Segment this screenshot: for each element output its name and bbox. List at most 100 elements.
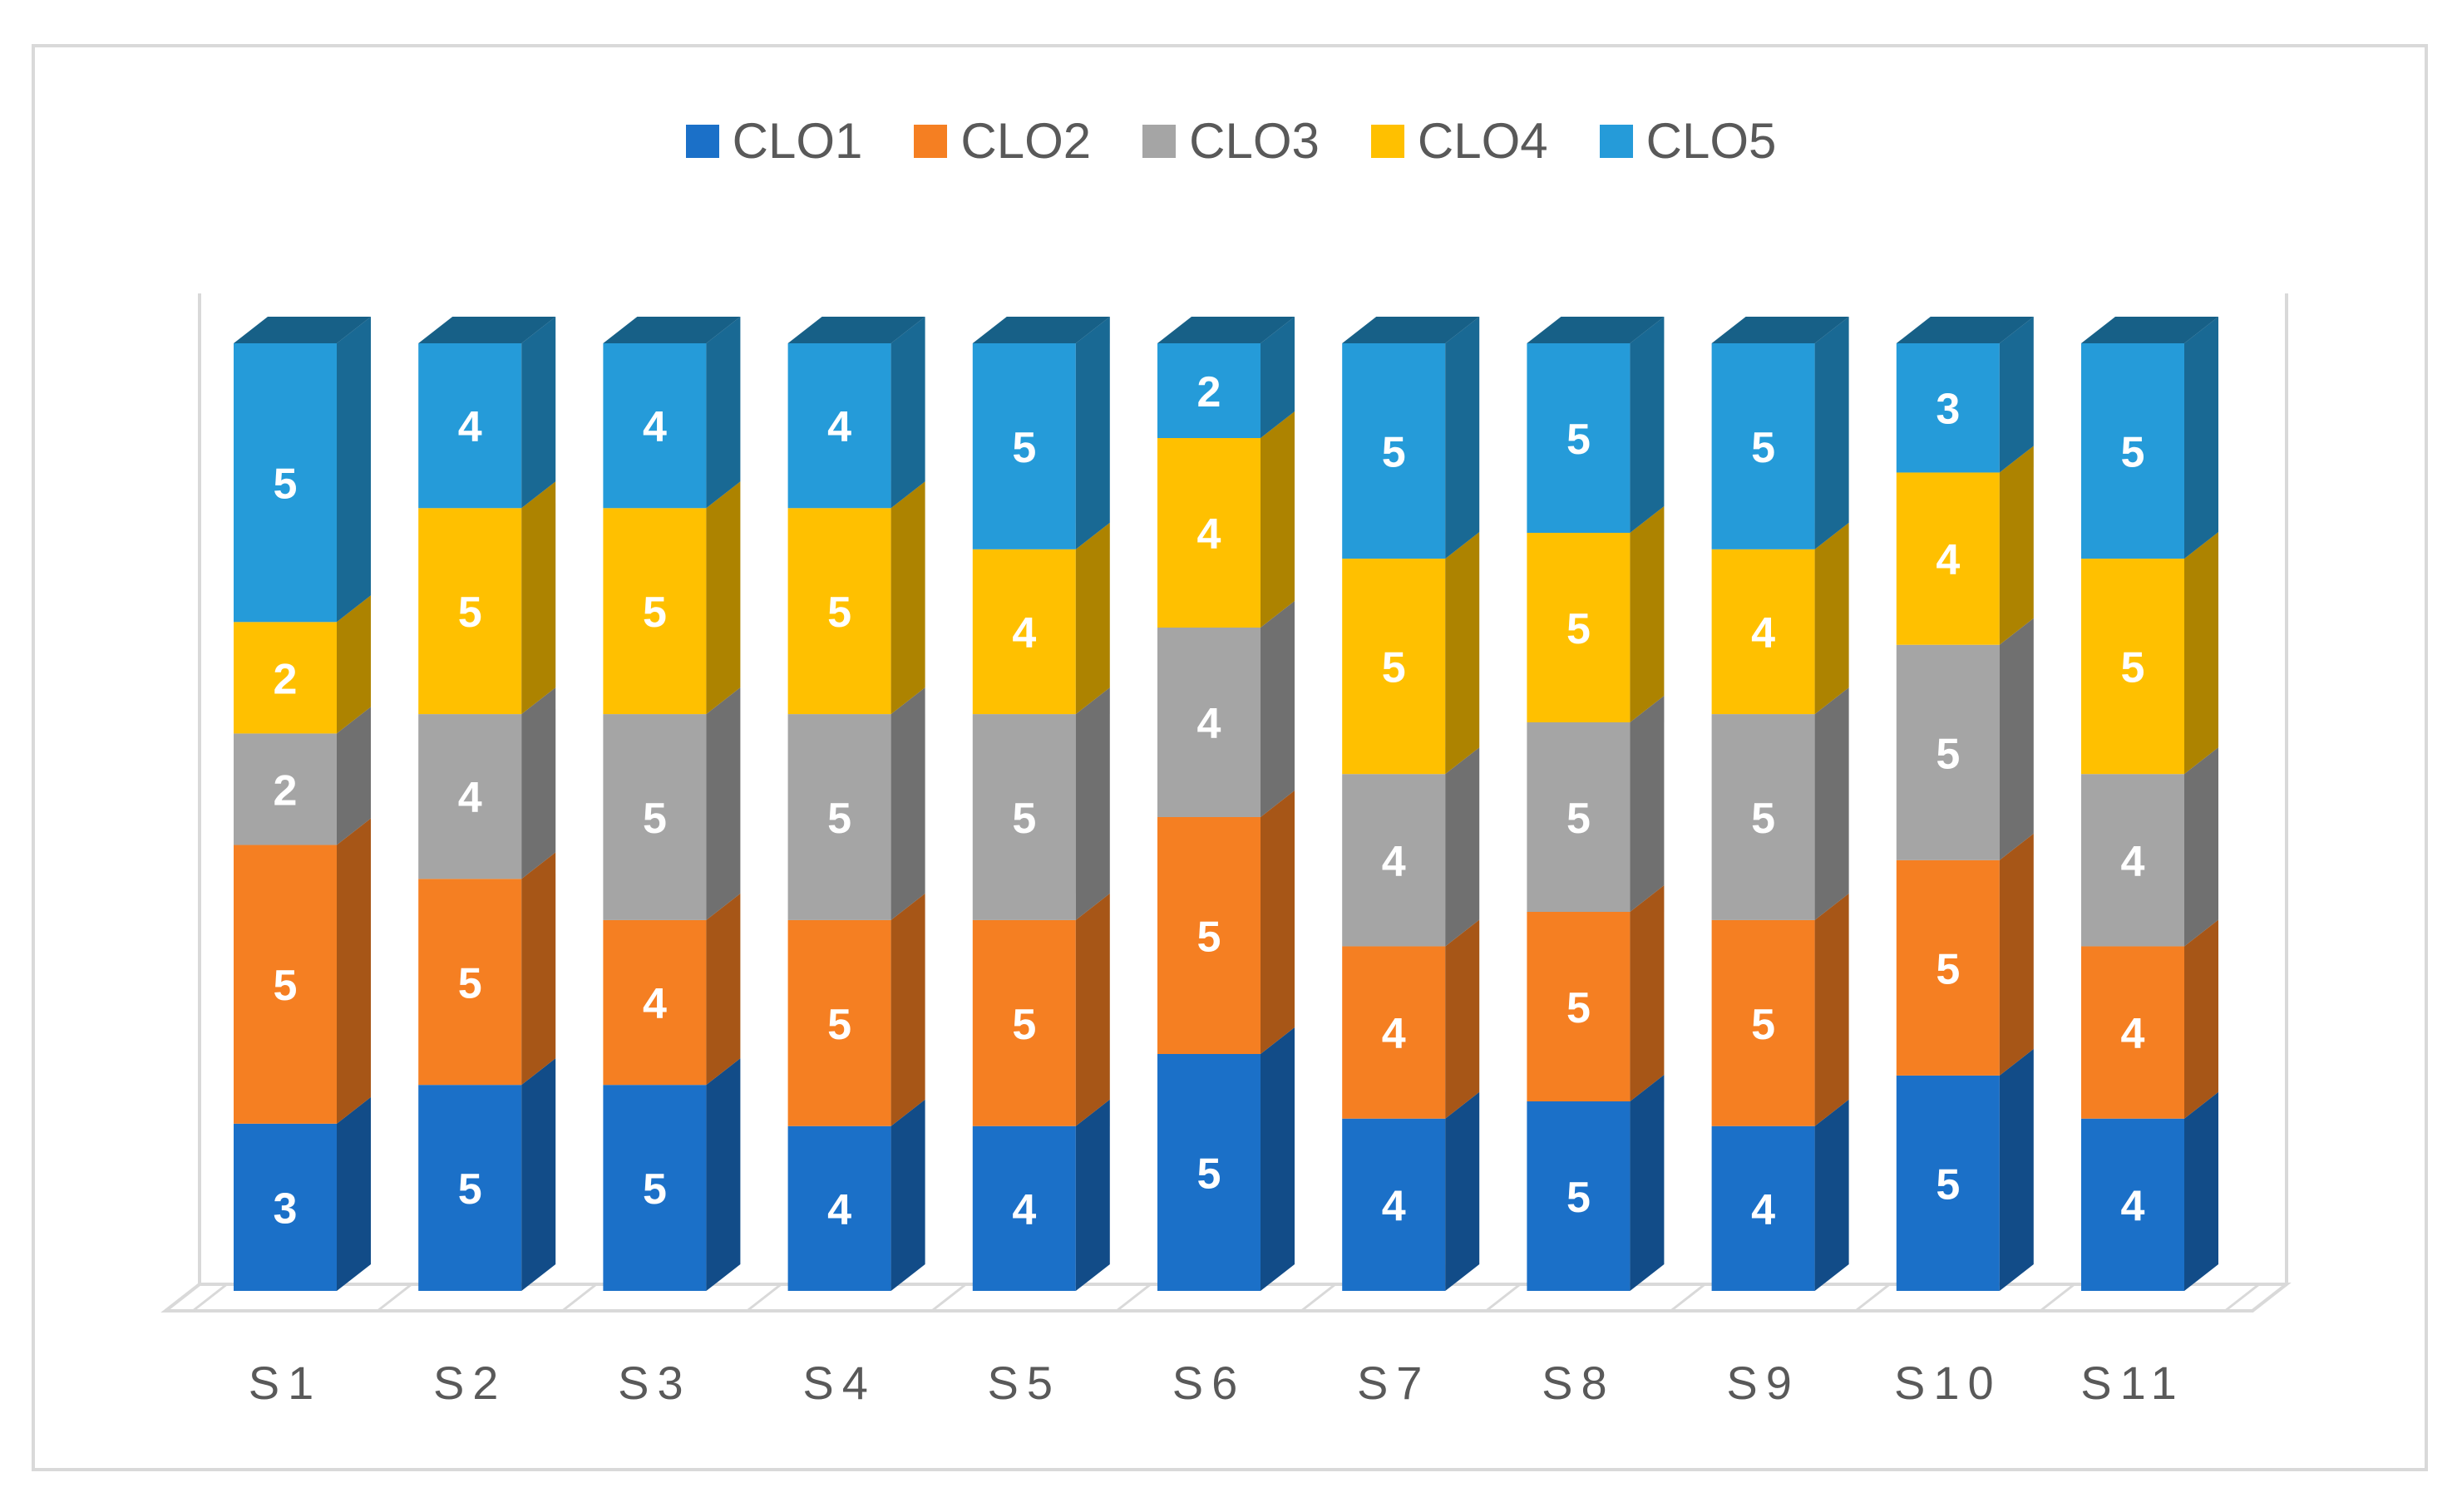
legend-swatch-clo3 [1142,124,1177,158]
floor-divider [2224,1283,2261,1313]
data-label: 4 [827,403,851,451]
bar-s5-clo1 [972,1125,1076,1291]
bar-side-s10-clo1 [1999,1048,2034,1291]
data-label: 5 [1012,795,1036,843]
bar-s5-clo3 [972,714,1076,920]
bar-side-s6-clo2 [1261,790,1295,1054]
legend-item-clo3: CLO3 [1142,112,1320,170]
bar-s11-clo2 [2081,946,2184,1119]
data-label: 5 [1197,1150,1221,1199]
data-label: 5 [1936,945,1960,993]
legend-label-clo2: CLO2 [960,113,1092,169]
bar-side-s11-clo4 [2184,532,2218,775]
bar-s10-clo1 [1896,1075,2000,1291]
bar-s10-clo2 [1896,859,2000,1076]
floor-divider [746,1283,782,1313]
legend-swatch-clo2 [914,124,948,158]
data-label: 5 [1567,984,1591,1032]
bar-side-s1-clo3 [337,707,371,845]
data-label: 5 [1382,644,1406,692]
bar-side-s11-clo5 [2184,317,2218,559]
bar-side-s10-clo3 [1999,618,2034,860]
bar-side-s7-clo5 [1445,317,1480,559]
bar-side-s1-clo5 [337,317,371,623]
bar-side-s8-clo2 [1630,885,1665,1101]
bar-s8-clo2 [1527,912,1631,1101]
bar-side-s5-clo4 [1075,522,1110,715]
bar-side-s3-clo4 [706,481,741,715]
x-tick-label: S9 [1726,1357,1800,1409]
bar-s3-clo3 [603,714,707,920]
bar-side-s10-clo2 [1999,833,2034,1076]
data-label: 4 [2121,1010,2145,1058]
data-label: 5 [827,589,851,637]
bar-side-s7-clo2 [1445,919,1480,1119]
legend-item-clo5: CLO5 [1599,112,1776,170]
bar-s11-clo3 [2081,774,2184,947]
floor-divider [930,1283,967,1313]
floor-divider [2039,1283,2075,1313]
bar-s2-clo4 [418,508,522,715]
bar-s8-clo4 [1527,533,1631,722]
data-label: 4 [1012,1186,1036,1234]
bar-side-s3-clo5 [706,317,741,509]
bar-side-s5-clo1 [1075,1099,1110,1291]
data-label: 5 [1936,1160,1960,1209]
bar-top-s10 [1896,317,2034,343]
bar-s7-clo5 [1342,343,1446,559]
bar-s11-clo4 [2081,559,2184,775]
bar-s3-clo5 [603,343,707,509]
floor-divider [1485,1283,1522,1313]
bar-top-s3 [603,317,741,343]
bar-s1-clo2 [234,845,337,1124]
bar-s2-clo5 [418,343,522,509]
legend-label-clo3: CLO3 [1189,113,1320,169]
data-label: 4 [2121,838,2145,886]
bar-side-s10-clo4 [1999,446,2034,645]
bar-side-s1-clo4 [337,595,371,734]
bar-s7-clo3 [1342,774,1446,947]
data-label: 5 [1382,429,1406,477]
bar-side-s8-clo1 [1630,1075,1665,1291]
bar-s2-clo3 [418,714,522,879]
data-label: 4 [1382,838,1406,886]
bar-s4-clo1 [787,1125,891,1291]
data-label: 4 [827,1186,851,1234]
bar-side-s9-clo4 [1814,522,1849,715]
bar-s2-clo1 [418,1085,522,1291]
data-label: 3 [274,1184,298,1233]
bar-s7-clo1 [1342,1118,1446,1291]
bar-s1-clo3 [234,733,337,845]
data-label: 4 [1197,700,1221,748]
data-label: 5 [1751,795,1775,843]
bar-side-s2-clo2 [521,852,556,1086]
bar-s7-clo4 [1342,559,1446,775]
legend-label-clo4: CLO4 [1417,113,1548,169]
bar-s3-clo2 [603,919,707,1086]
bar-s9-clo4 [1711,549,1815,715]
bar-side-s8-clo4 [1630,506,1665,722]
x-tick-label: S6 [1172,1357,1246,1409]
floor-divider [561,1283,598,1313]
bar-s8-clo1 [1527,1101,1631,1291]
bar-s6-clo2 [1157,817,1261,1054]
bar-s1-clo1 [234,1123,337,1291]
data-label: 5 [827,1001,851,1049]
data-label: 5 [1936,730,1960,778]
x-tick-label: S8 [1542,1357,1616,1409]
bar-side-s6-clo5 [1261,317,1295,438]
data-label: 4 [1382,1010,1406,1058]
bar-side-s7-clo1 [1445,1091,1480,1291]
bar-side-s4-clo4 [891,481,925,715]
legend-label-clo1: CLO1 [732,113,863,169]
bar-s9-clo5 [1711,343,1815,549]
data-label: 4 [1936,536,1960,584]
bar-s11-clo1 [2081,1118,2184,1291]
bar-side-s5-clo3 [1075,687,1110,920]
bar-side-s6-clo3 [1261,601,1295,817]
data-label: 5 [643,589,667,637]
legend-item-clo1: CLO1 [685,112,863,170]
floor-divider [1300,1283,1337,1313]
bar-side-s4-clo5 [891,317,925,509]
floor-divider [377,1283,413,1313]
